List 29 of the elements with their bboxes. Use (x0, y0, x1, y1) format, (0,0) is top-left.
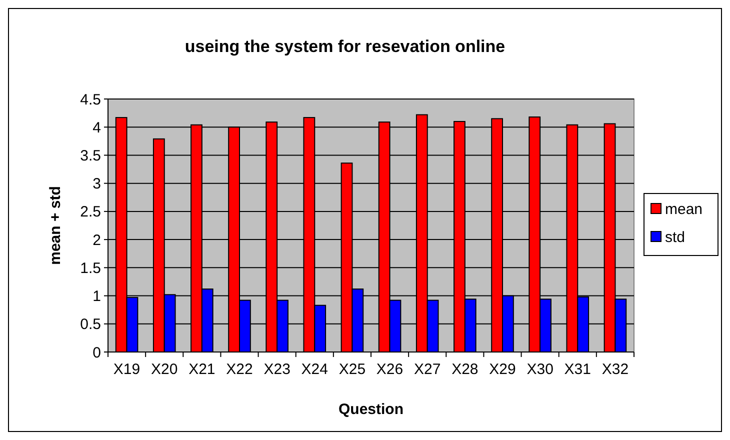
x-tick-label: X28 (452, 361, 478, 378)
y-tick-label: 2.5 (80, 204, 101, 221)
x-tick-label: X22 (226, 361, 253, 378)
x-tick-label: X21 (188, 361, 216, 378)
y-tick-label: 3.5 (80, 147, 101, 164)
x-tick-label: X23 (264, 361, 290, 378)
x-tick-label: X30 (526, 361, 554, 378)
x-tick-label: X25 (338, 361, 366, 378)
x-tick-label: X24 (301, 361, 328, 378)
y-tick-label: 4 (92, 119, 101, 136)
y-tick-label: 1.5 (80, 260, 101, 277)
chart-title: useing the system for resevation online (184, 37, 506, 56)
y-tick-label: 4.5 (80, 91, 101, 108)
x-tick-label: X29 (489, 361, 516, 378)
x-tick-label: X27 (414, 361, 441, 378)
x-tick-label: X31 (564, 361, 591, 378)
y-axis-title: mean + std (47, 186, 64, 265)
legend-label: std (665, 228, 686, 246)
x-tick-label: X26 (376, 361, 404, 378)
y-tick-label: 0.5 (80, 316, 101, 334)
legend-label: mean (665, 200, 703, 218)
y-tick-label: 3 (92, 176, 101, 193)
x-tick-label: X32 (602, 361, 629, 378)
x-axis-title: Question (338, 401, 404, 418)
y-tick-label: 1 (92, 288, 101, 306)
x-tick-label: X19 (113, 361, 140, 378)
x-tick-label: X20 (151, 361, 178, 378)
y-tick-label: 0 (92, 344, 101, 362)
y-tick-label: 2 (92, 232, 101, 249)
